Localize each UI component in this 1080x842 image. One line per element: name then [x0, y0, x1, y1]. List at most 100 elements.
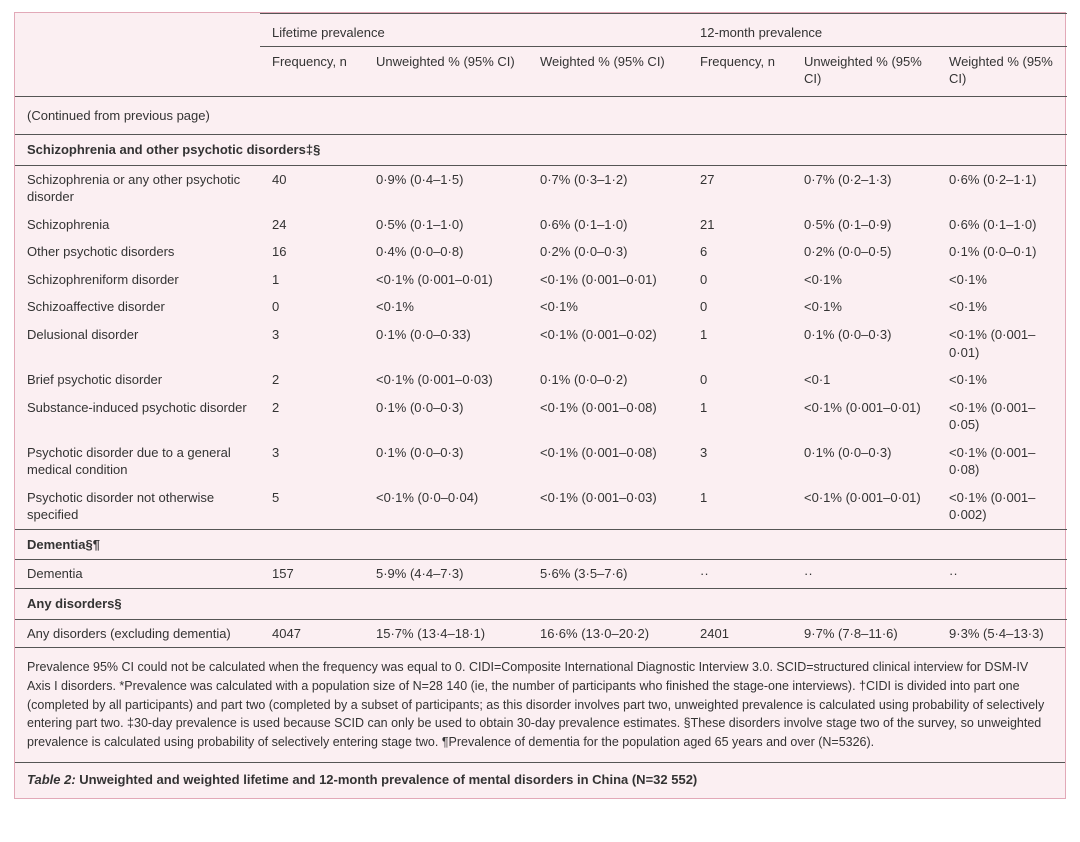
row-label: Any disorders (excluding dementia)	[15, 619, 260, 647]
tw-n: 1	[688, 484, 792, 530]
tw-uw: 0·7% (0·2–1·3)	[792, 165, 937, 211]
lt-uw: 0·5% (0·1–1·0)	[364, 211, 528, 239]
lt-uw: 5·9% (4·4–7·3)	[364, 560, 528, 589]
lt-n: 2	[260, 394, 364, 439]
table-panel: Lifetime prevalence 12-month prevalence …	[14, 12, 1066, 799]
tw-n: 6	[688, 238, 792, 266]
tw-uw: <0·1	[792, 366, 937, 394]
lt-n: 0	[260, 293, 364, 321]
table-row: Dementia1575·9% (4·4–7·3)5·6% (3·5–7·6)·…	[15, 560, 1067, 589]
row-label: Schizophrenia or any other psychotic dis…	[15, 165, 260, 211]
tw-n: 0	[688, 366, 792, 394]
section-header: Schizophrenia and other psychotic disord…	[15, 135, 1067, 166]
table-row: Psychotic disorder not otherwise specifi…	[15, 484, 1067, 530]
lt-uw: 0·9% (0·4–1·5)	[364, 165, 528, 211]
tw-n: 1	[688, 321, 792, 366]
lt-uw: <0·1%	[364, 293, 528, 321]
tw-uw: 9·7% (7·8–11·6)	[792, 619, 937, 647]
table-row: Other psychotic disorders160·4% (0·0–0·8…	[15, 238, 1067, 266]
lt-uw: <0·1% (0·001–0·03)	[364, 366, 528, 394]
tw-uw: <0·1%	[792, 293, 937, 321]
tw-n: 3	[688, 439, 792, 484]
lt-w: <0·1% (0·001–0·08)	[528, 439, 688, 484]
lt-w: <0·1% (0·001–0·01)	[528, 266, 688, 294]
table-row: Schizophreniform disorder1<0·1% (0·001–0…	[15, 266, 1067, 294]
lt-w: 0·1% (0·0–0·2)	[528, 366, 688, 394]
table-body: (Continued from previous page) Schizophr…	[15, 96, 1067, 647]
col-tw-unw: Unweighted % (95% CI)	[792, 46, 937, 96]
lt-n: 1	[260, 266, 364, 294]
col-group-12month: 12-month prevalence	[688, 14, 1067, 47]
lt-uw: 0·4% (0·0–0·8)	[364, 238, 528, 266]
col-tw-w: Weighted % (95% CI)	[937, 46, 1067, 96]
tw-n: ··	[688, 560, 792, 589]
row-label: Schizophreniform disorder	[15, 266, 260, 294]
tw-w: <0·1% (0·001–0·01)	[937, 321, 1067, 366]
lt-n: 24	[260, 211, 364, 239]
tw-uw: <0·1% (0·001–0·01)	[792, 394, 937, 439]
lt-w: 5·6% (3·5–7·6)	[528, 560, 688, 589]
table-row: Any disorders (excluding dementia)404715…	[15, 619, 1067, 647]
lt-n: 40	[260, 165, 364, 211]
table-row: Delusional disorder30·1% (0·0–0·33)<0·1%…	[15, 321, 1067, 366]
lt-n: 157	[260, 560, 364, 589]
table-row: Substance-induced psychotic disorder20·1…	[15, 394, 1067, 439]
table-footnote: Prevalence 95% CI could not be calculate…	[15, 647, 1065, 762]
lt-uw: 0·1% (0·0–0·33)	[364, 321, 528, 366]
tw-n: 0	[688, 293, 792, 321]
table-row: Schizoaffective disorder0<0·1%<0·1%0<0·1…	[15, 293, 1067, 321]
tw-n: 27	[688, 165, 792, 211]
tw-uw: 0·5% (0·1–0·9)	[792, 211, 937, 239]
tw-uw: <0·1%	[792, 266, 937, 294]
section-header: Any disorders§	[15, 589, 1067, 620]
lt-w: 0·6% (0·1–1·0)	[528, 211, 688, 239]
prevalence-table: Lifetime prevalence 12-month prevalence …	[15, 13, 1067, 647]
row-label: Schizoaffective disorder	[15, 293, 260, 321]
tw-n: 0	[688, 266, 792, 294]
tw-w: <0·1%	[937, 266, 1067, 294]
caption-label: Table 2:	[27, 772, 76, 787]
row-label: Other psychotic disorders	[15, 238, 260, 266]
lt-n: 2	[260, 366, 364, 394]
lt-uw: 15·7% (13·4–18·1)	[364, 619, 528, 647]
lt-n: 4047	[260, 619, 364, 647]
table-row: Schizophrenia240·5% (0·1–1·0)0·6% (0·1–1…	[15, 211, 1067, 239]
tw-n: 2401	[688, 619, 792, 647]
tw-w: <0·1% (0·001–0·05)	[937, 394, 1067, 439]
tw-uw: 0·1% (0·0–0·3)	[792, 321, 937, 366]
tw-uw: <0·1% (0·001–0·01)	[792, 484, 937, 530]
tw-w: <0·1% (0·001–0·08)	[937, 439, 1067, 484]
col-tw-freq: Frequency, n	[688, 46, 792, 96]
col-lt-unw: Unweighted % (95% CI)	[364, 46, 528, 96]
table-row: Schizophrenia or any other psychotic dis…	[15, 165, 1067, 211]
lt-uw: <0·1% (0·001–0·01)	[364, 266, 528, 294]
lt-n: 3	[260, 439, 364, 484]
lt-w: 0·7% (0·3–1·2)	[528, 165, 688, 211]
continued-note: (Continued from previous page)	[15, 96, 1067, 135]
tw-w: ··	[937, 560, 1067, 589]
lt-w: <0·1% (0·001–0·02)	[528, 321, 688, 366]
lt-n: 16	[260, 238, 364, 266]
tw-w: 0·6% (0·2–1·1)	[937, 165, 1067, 211]
tw-w: 9·3% (5·4–13·3)	[937, 619, 1067, 647]
tw-w: <0·1% (0·001–0·002)	[937, 484, 1067, 530]
tw-w: 0·6% (0·1–1·0)	[937, 211, 1067, 239]
tw-n: 21	[688, 211, 792, 239]
tw-n: 1	[688, 394, 792, 439]
row-label: Brief psychotic disorder	[15, 366, 260, 394]
lt-uw: 0·1% (0·0–0·3)	[364, 394, 528, 439]
col-lt-freq: Frequency, n	[260, 46, 364, 96]
col-lt-w: Weighted % (95% CI)	[528, 46, 688, 96]
lt-w: 0·2% (0·0–0·3)	[528, 238, 688, 266]
table-row: Psychotic disorder due to a general medi…	[15, 439, 1067, 484]
tw-w: 0·1% (0·0–0·1)	[937, 238, 1067, 266]
table-row: Brief psychotic disorder2<0·1% (0·001–0·…	[15, 366, 1067, 394]
lt-uw: 0·1% (0·0–0·3)	[364, 439, 528, 484]
tw-uw: ··	[792, 560, 937, 589]
row-label: Psychotic disorder due to a general medi…	[15, 439, 260, 484]
row-label: Schizophrenia	[15, 211, 260, 239]
tw-uw: 0·2% (0·0–0·5)	[792, 238, 937, 266]
row-label: Delusional disorder	[15, 321, 260, 366]
row-label: Psychotic disorder not otherwise specifi…	[15, 484, 260, 530]
col-group-lifetime: Lifetime prevalence	[260, 14, 688, 47]
